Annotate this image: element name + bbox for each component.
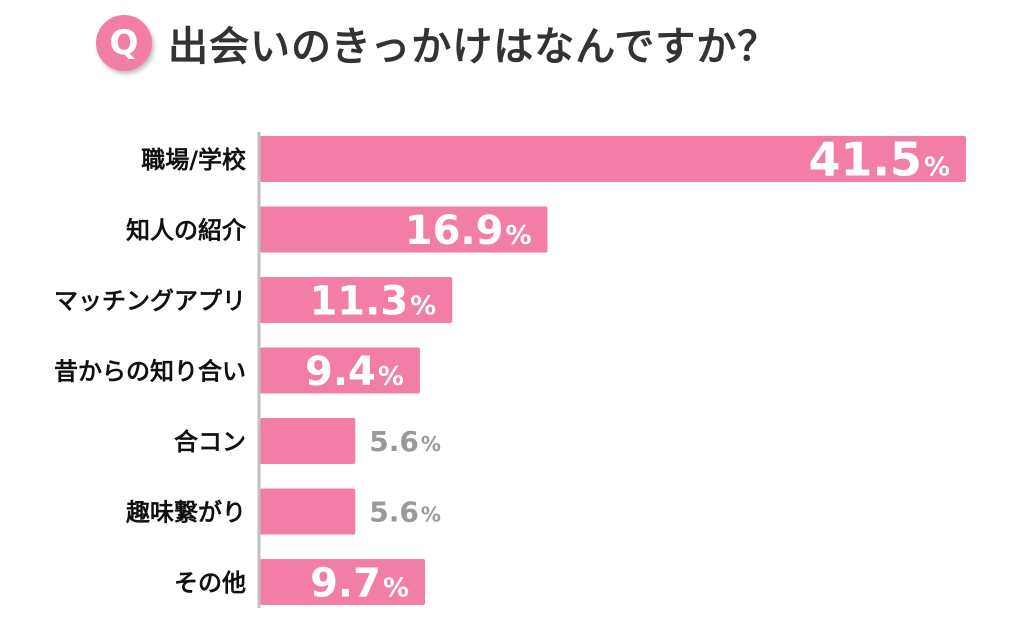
value-label-4: 9.4% [305,349,404,395]
value-label-3: 11.3% [309,278,436,324]
category-label-3: マッチングアプリ [54,287,246,315]
value-label-7: 9.7% [310,560,409,606]
bar-1 [260,136,966,182]
value-label-2: 16.9% [405,208,532,254]
category-label-2: 知人の紹介 [126,217,247,245]
chart-header: Q 出会いのきっかけはなんですか？ [96,14,778,72]
question-badge-icon: Q [96,15,152,71]
category-label-6: 趣味繋がり [125,499,246,527]
chart-title: 出会いのきっかけはなんですか？ [168,24,779,70]
bar-2 [260,206,548,253]
bar-3 [260,277,453,323]
bar-4 [260,347,420,394]
value-label-1: 41.5% [808,133,950,187]
category-label-7: その他 [174,569,246,597]
value-label-5: 5.6% [369,425,441,458]
category-label-4: 昔からの知り合い [54,358,246,386]
bar-5 [260,418,356,464]
category-label-5: 合コン [174,428,246,456]
value-label-6: 5.6% [369,496,441,529]
bar-6 [260,488,356,535]
bar-7 [260,559,426,605]
category-label-1: 職場/学校 [141,146,247,174]
